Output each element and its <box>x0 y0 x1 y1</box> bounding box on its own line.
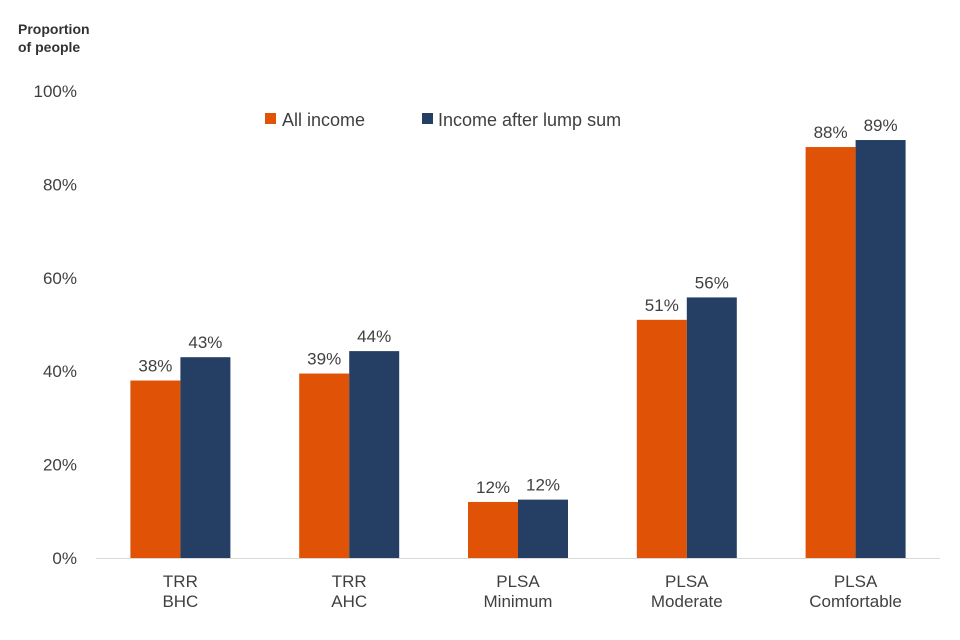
data-label-income-after-lump-sum: 43% <box>188 333 222 352</box>
bar-income-after-lump-sum <box>686 297 737 558</box>
y-tick-label: 100% <box>34 82 77 101</box>
category-label: PLSA <box>834 572 878 591</box>
category-label: PLSA <box>496 572 540 591</box>
data-label-all-income: 38% <box>138 357 172 376</box>
category-label: BHC <box>162 592 198 611</box>
bar-all-income <box>805 147 856 559</box>
y-axis-title-line-1: Proportion <box>18 21 90 37</box>
data-label-all-income: 88% <box>814 123 848 142</box>
y-tick-label: 80% <box>43 175 77 194</box>
y-tick-label: 20% <box>43 456 77 475</box>
legend-label-income-after-lump-sum: Income after lump sum <box>438 110 621 130</box>
data-label-income-after-lump-sum: 12% <box>526 476 560 495</box>
data-label-all-income: 12% <box>476 478 510 497</box>
category-label: Comfortable <box>809 592 902 611</box>
y-tick-label: 40% <box>43 362 77 381</box>
data-labels: 38% 43% 39% 44% 12% 12% 51% 56% 88% 89% <box>138 116 897 497</box>
data-label-all-income: 51% <box>645 296 679 315</box>
category-label: TRR <box>163 572 198 591</box>
y-tick-label: 0% <box>52 549 77 568</box>
bar-income-after-lump-sum <box>349 351 400 558</box>
bar-income-after-lump-sum <box>180 357 231 558</box>
bar-income-after-lump-sum <box>518 499 568 558</box>
bar-all-income <box>299 373 350 558</box>
y-axis-ticks: 0% 20% 40% 60% 80% 100% <box>34 82 77 568</box>
y-axis-title-line-2: of people <box>18 39 80 55</box>
data-label-income-after-lump-sum: 89% <box>864 116 898 135</box>
category-labels: TRRBHCTRRAHCPLSAMinimumPLSAModeratePLSAC… <box>162 572 901 611</box>
category-label: TRR <box>332 572 367 591</box>
legend: All income Income after lump sum <box>265 110 621 130</box>
bar-all-income <box>468 501 518 558</box>
category-label: AHC <box>331 592 367 611</box>
legend-label-all-income: All income <box>282 110 365 130</box>
category-label: Minimum <box>484 592 553 611</box>
y-tick-label: 60% <box>43 269 77 288</box>
bar-all-income <box>130 380 181 558</box>
legend-swatch-income-after-lump-sum <box>422 113 433 124</box>
data-label-income-after-lump-sum: 44% <box>357 327 391 346</box>
legend-swatch-all-income <box>265 113 276 124</box>
category-label: PLSA <box>665 572 709 591</box>
data-label-all-income: 39% <box>307 350 341 369</box>
bar-all-income <box>636 319 687 558</box>
data-label-income-after-lump-sum: 56% <box>695 273 729 292</box>
bar-income-after-lump-sum <box>855 140 906 558</box>
y-axis-title: Proportion of people <box>18 21 90 55</box>
category-label: Moderate <box>651 592 723 611</box>
bars <box>130 140 906 559</box>
